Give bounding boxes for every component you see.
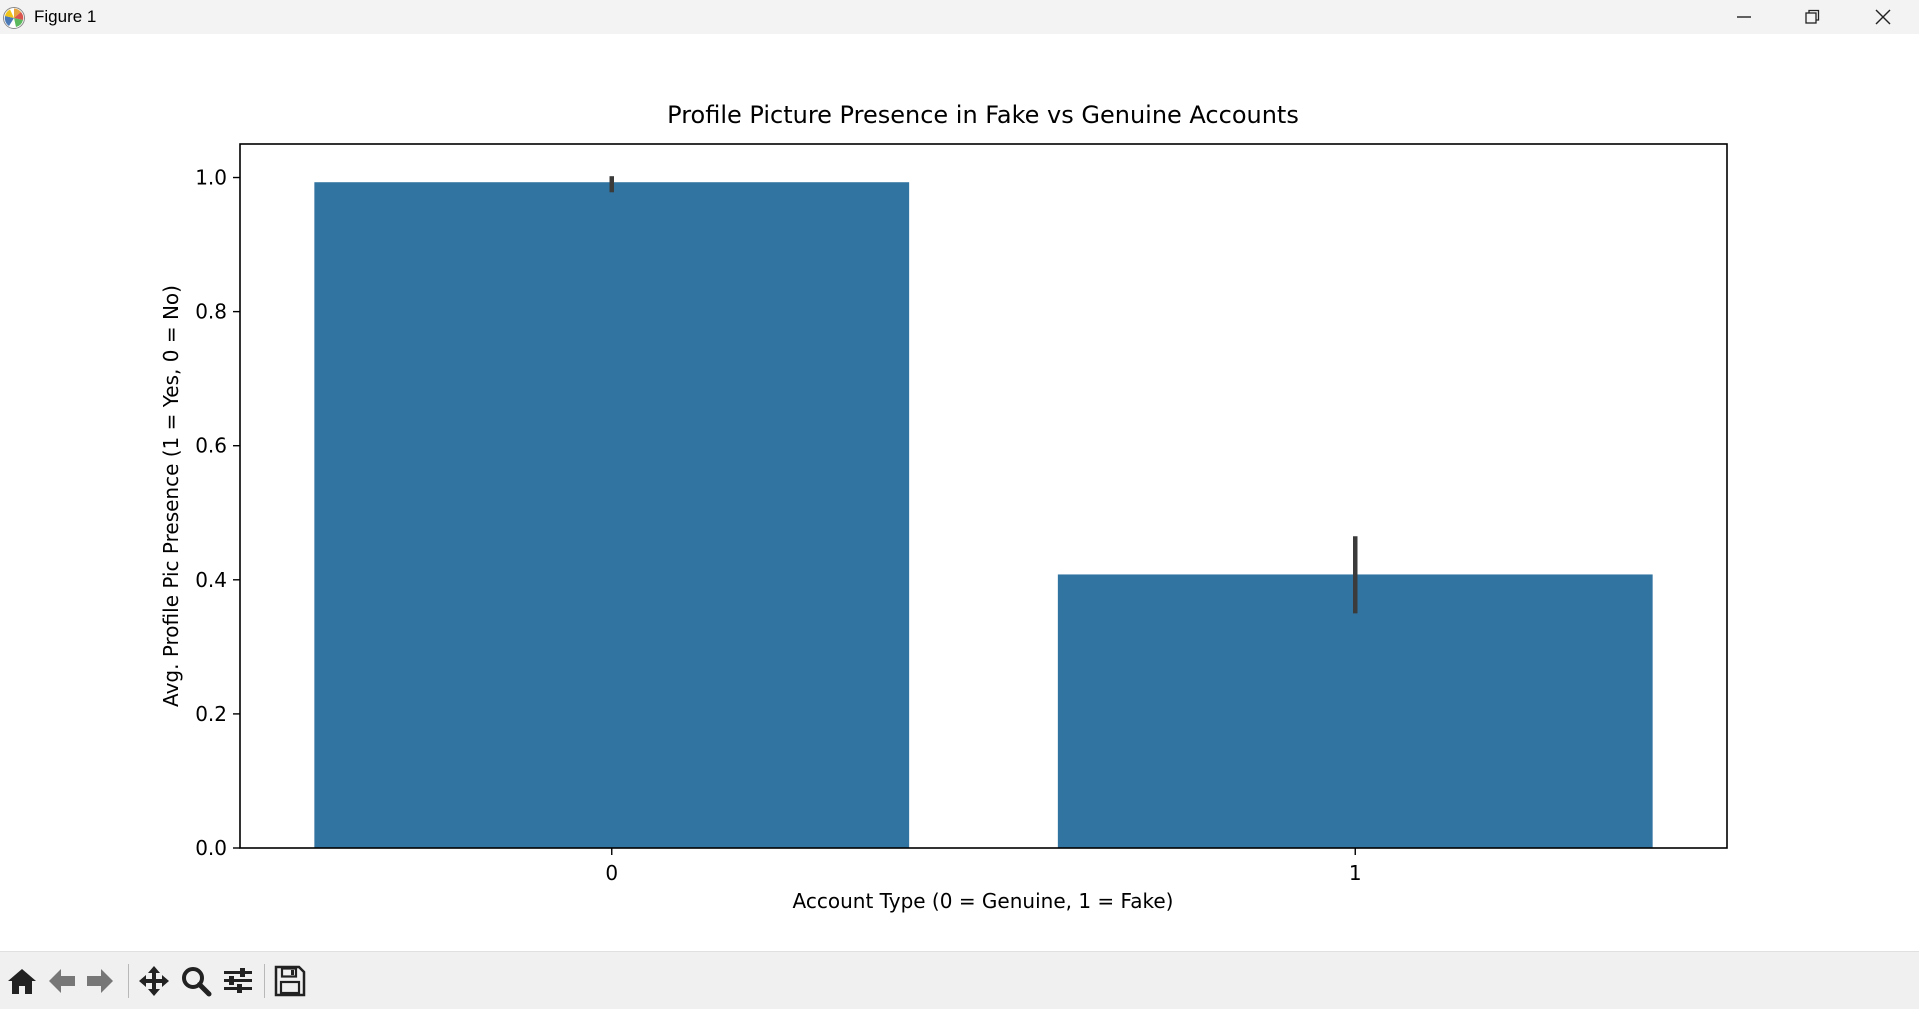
toolbar-separator [264,964,265,998]
x-tick-label: 0 [605,861,618,885]
y-tick-label: 0.2 [195,702,227,726]
forward-button[interactable] [82,964,118,998]
y-tick-label: 1.0 [195,166,227,190]
error-bars-group [609,176,1358,614]
zoom-button[interactable] [178,964,214,998]
home-button[interactable] [4,964,40,998]
minimize-icon [1737,16,1751,18]
minimize-button[interactable] [1710,0,1778,34]
figure-canvas[interactable]: Profile Picture Presence in Fake vs Genu… [0,34,1919,951]
y-tick-label: 0.6 [195,434,227,458]
restore-button[interactable] [1778,0,1846,34]
x-axis-label: Account Type (0 = Genuine, 1 = Fake) [793,889,1174,913]
restore-icon [1805,9,1820,24]
window-title: Figure 1 [34,7,97,26]
forward-arrow-icon [87,969,113,993]
y-axis-label: Avg. Profile Pic Presence (1 = Yes, 0 = … [159,285,183,707]
matplotlib-logo-icon [3,7,25,29]
configure-subplots-button[interactable] [220,964,256,998]
bars-group [314,182,1653,848]
y-tick-label: 0.4 [195,568,227,592]
home-icon [8,969,36,994]
pan-icon [139,966,169,996]
save-button[interactable] [272,964,308,998]
bar-1 [1057,574,1653,848]
close-icon [1875,9,1891,25]
chart-title: Profile Picture Presence in Fake vs Genu… [667,101,1299,129]
close-button[interactable] [1849,0,1917,34]
y-tick-label: 0.8 [195,300,227,324]
y-tick-label: 0.0 [195,836,227,860]
save-icon [274,965,306,997]
toolbar-separator [128,964,129,998]
back-arrow-icon [49,969,75,993]
pan-button[interactable] [136,964,172,998]
window-titlebar: Figure 1 [0,0,1919,34]
axes-frame [239,143,1728,849]
x-tick-label: 1 [1349,861,1362,885]
zoom-icon [182,967,212,997]
configure-subplots-icon [224,968,252,993]
back-button[interactable] [44,964,80,998]
bar-0 [314,182,910,848]
navigation-toolbar [0,951,1919,1009]
bar-chart: Profile Picture Presence in Fake vs Genu… [159,101,1728,913]
y-axis-ticks: 0.0 0.2 0.4 0.6 0.8 1.0 [195,166,240,860]
